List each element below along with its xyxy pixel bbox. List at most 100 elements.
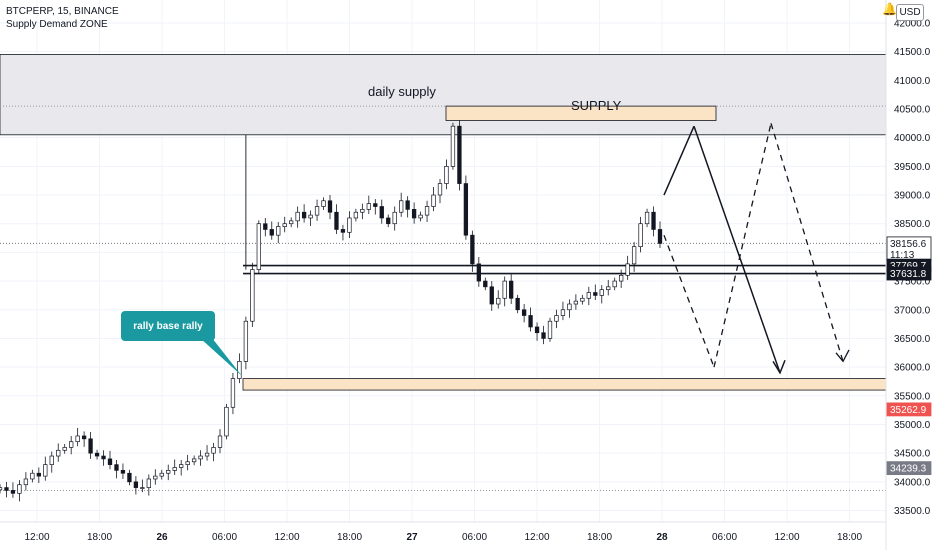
price-tick-label: 4: [894, 0, 900, 1]
candle-body: [81, 435, 87, 440]
rally-base-rally-callout: rally base rally: [121, 311, 215, 341]
candle-body: [224, 406, 229, 437]
time-tick-label: 18:00: [337, 532, 362, 543]
candle-body: [586, 292, 591, 299]
projection-paths: [663, 123, 850, 375]
zones: [0, 54, 887, 491]
candle-body: [340, 229, 346, 233]
candle-body: [547, 320, 553, 339]
candle-body: [528, 315, 533, 328]
candle-body: [657, 229, 663, 244]
candle-body: [88, 438, 93, 454]
time-axis[interactable]: 12:00 18:00 26 06:00 12:00 18:00 27 06:00 12:00 1…: [0, 521, 886, 543]
projection-solid-line: [663, 125, 695, 196]
candle-body: [334, 211, 339, 230]
candle-body: [10, 490, 16, 494]
supply-label: SUPPLY: [571, 98, 622, 113]
candle-body: [230, 378, 236, 408]
candle-body: [644, 211, 650, 225]
candle-body: [198, 455, 203, 460]
candle-body: [289, 220, 294, 225]
daily-supply-zone: [0, 54, 887, 136]
candle-body: [56, 449, 61, 457]
candle-body: [237, 361, 242, 379]
time-tick-label: 06:00: [462, 532, 487, 543]
candle-body: [515, 297, 520, 311]
price-tick-label: 35000.0: [894, 420, 931, 431]
time-tick-label: 06:00: [212, 532, 237, 543]
price-tick-label: 38500.0: [894, 219, 931, 230]
price-tick-label: 41000.0: [894, 76, 931, 87]
demand-zone: [242, 378, 887, 391]
candle-body: [179, 464, 184, 468]
candle-body: [619, 274, 624, 282]
projection-solid-line: [693, 125, 781, 374]
candle-body: [567, 303, 572, 311]
candle-body: [431, 194, 436, 207]
projection-dashed-line: [663, 234, 715, 368]
candle-body: [191, 458, 197, 463]
symbol-title: BTCPERP, 15, BINANCE: [6, 6, 119, 17]
candle-body: [276, 226, 281, 236]
price-tick-label: 37500.0: [894, 277, 931, 288]
candle-body: [263, 223, 268, 230]
candle-body: [120, 470, 126, 474]
price-tag: [886, 266, 932, 281]
price-tick-label: 36000.0: [894, 363, 931, 374]
candle-body: [146, 478, 151, 488]
candle-body: [373, 203, 378, 207]
candle-body: [379, 206, 384, 219]
price-tag-value: 37631.8: [890, 269, 927, 280]
price-tick-label: 42000.0: [894, 18, 931, 29]
candle-body: [347, 217, 352, 233]
price-tag: [886, 402, 932, 417]
candle-body: [159, 472, 164, 477]
candle-body: [107, 458, 113, 465]
candle-body: [49, 455, 54, 465]
candle-body: [509, 280, 514, 299]
candle-body: [418, 214, 423, 219]
price-tick-label: 40000.0: [894, 133, 931, 144]
price-tick-label: 35500.0: [894, 391, 931, 402]
arrowhead-icon: [835, 349, 850, 363]
candle-body: [217, 435, 223, 448]
time-tick-label: 27: [406, 532, 418, 543]
candle-body: [295, 211, 300, 222]
time-tick-label: 18:00: [87, 532, 112, 543]
candle-body: [411, 209, 417, 219]
horizontal-levels: [243, 264, 886, 275]
indicator-title: Supply Demand ZONE: [6, 19, 108, 30]
candle-body: [599, 289, 604, 296]
candle-body: [580, 297, 585, 302]
candle-body: [17, 484, 22, 494]
time-tick-label: 28: [656, 532, 668, 543]
projection-dashed-line: [770, 123, 844, 362]
candle-body: [256, 223, 261, 270]
currency-button[interactable]: USD: [896, 4, 924, 21]
candle-body: [521, 309, 527, 316]
candle-body: [502, 280, 507, 299]
arrowhead-icon: [772, 359, 786, 375]
candle-body: [573, 300, 579, 305]
alert-bell-icon[interactable]: 🔔: [882, 2, 897, 16]
candle-body: [23, 478, 29, 486]
time-tick-label: 26: [156, 532, 168, 543]
candle-body: [496, 297, 501, 305]
candle-body: [405, 200, 410, 210]
candle-body: [612, 280, 617, 288]
candles: [0, 120, 663, 502]
candle-body: [114, 464, 119, 471]
candle-body: [360, 209, 365, 213]
candle-body: [166, 470, 171, 474]
price-tick-label: 41500.0: [894, 47, 931, 58]
time-tick-label: 12:00: [24, 532, 49, 543]
time-tick-label: 18:00: [587, 532, 612, 543]
candle-body: [476, 263, 481, 282]
candle-body: [327, 200, 333, 213]
candle-body: [211, 447, 216, 454]
candle-body: [463, 183, 469, 236]
time-tick-label: 12:00: [274, 532, 299, 543]
candle-body: [353, 211, 359, 219]
